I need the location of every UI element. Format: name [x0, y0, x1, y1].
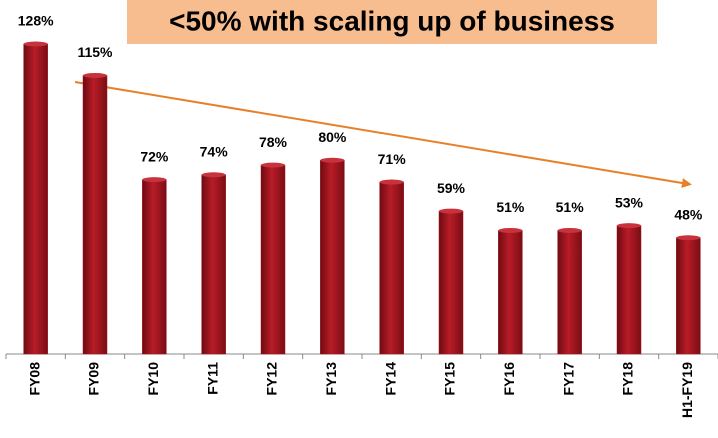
bar-cap	[439, 208, 463, 214]
x-tick-label: FY18	[620, 362, 636, 396]
bar-cap	[617, 223, 641, 229]
title-box	[127, 0, 657, 44]
bar	[201, 174, 226, 355]
chart-title: <50% with scaling up of business	[169, 5, 615, 36]
bar	[676, 237, 701, 355]
x-tick-label: FY15	[442, 362, 458, 396]
value-label: 78%	[259, 134, 288, 150]
value-label: 80%	[318, 129, 347, 145]
bar	[260, 164, 286, 355]
bar	[320, 160, 345, 355]
value-label: 51%	[556, 199, 585, 215]
x-tick-label: FY13	[323, 362, 339, 396]
value-label: 128%	[18, 13, 54, 29]
value-label: 74%	[200, 143, 229, 159]
x-tick-label: FY16	[501, 362, 517, 396]
bar-cap	[676, 235, 701, 241]
bar	[557, 230, 582, 355]
bar-cap	[498, 227, 523, 233]
bar-cap	[23, 41, 48, 47]
bar-cap	[320, 157, 345, 163]
x-tick-label: FY09	[86, 362, 102, 396]
x-tick-label: FY14	[382, 362, 398, 396]
bar-cap	[379, 179, 404, 185]
bar	[23, 43, 48, 355]
value-label: 71%	[378, 151, 407, 167]
bar	[438, 210, 464, 355]
value-label: 72%	[140, 148, 169, 164]
bar	[142, 179, 167, 355]
x-tick-label: H1-FY19	[679, 362, 695, 418]
value-label: 115%	[77, 44, 113, 60]
x-tick-label: FY10	[145, 362, 161, 396]
value-label: 51%	[496, 199, 525, 215]
bar	[379, 181, 404, 355]
x-tick-label: FY08	[26, 362, 42, 396]
bar	[616, 225, 642, 355]
value-label: 53%	[615, 194, 644, 210]
x-tick-label: FY17	[560, 362, 576, 396]
bar	[498, 230, 523, 355]
bar-cap	[261, 162, 285, 168]
bar-cap	[142, 177, 167, 183]
bar-cap	[201, 172, 226, 178]
bar-cap	[557, 227, 582, 233]
value-label: 48%	[674, 206, 703, 222]
value-label: 59%	[437, 180, 466, 196]
bar	[82, 75, 108, 355]
bar-cap	[83, 72, 107, 78]
x-tick-label: FY11	[204, 362, 220, 395]
trend-arrow	[74, 81, 692, 188]
x-tick-label: FY12	[264, 362, 280, 396]
